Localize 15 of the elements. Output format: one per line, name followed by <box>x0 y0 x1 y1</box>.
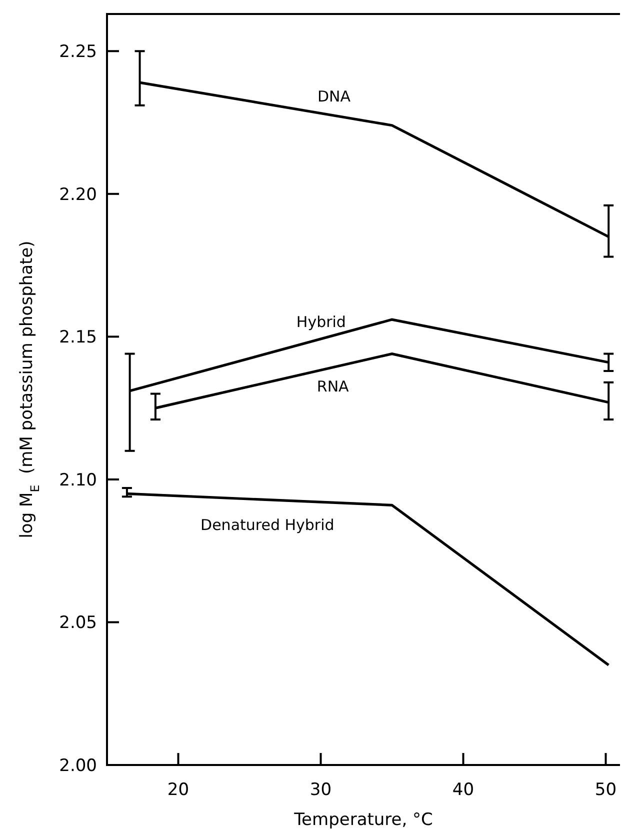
x-axis-title: Temperature, °C <box>293 810 433 830</box>
y-tick-label: 2.15 <box>59 328 97 348</box>
series-label: Denatured Hybrid <box>200 516 334 534</box>
x-tick-label: 30 <box>310 780 332 800</box>
x-tick-label: 40 <box>452 780 474 800</box>
y-tick-label: 2.00 <box>59 756 97 776</box>
series-label: DNA <box>317 88 352 106</box>
x-tick-label: 20 <box>167 780 190 800</box>
series-label: Hybrid <box>296 312 346 331</box>
series-label: RNA <box>316 377 350 396</box>
y-tick-label: 2.20 <box>59 184 97 205</box>
x-tick-label: 50 <box>594 780 617 800</box>
y-tick-label: 2.25 <box>59 42 97 62</box>
y-tick-label: 2.05 <box>59 613 97 634</box>
y-tick-label: 2.10 <box>59 470 97 490</box>
